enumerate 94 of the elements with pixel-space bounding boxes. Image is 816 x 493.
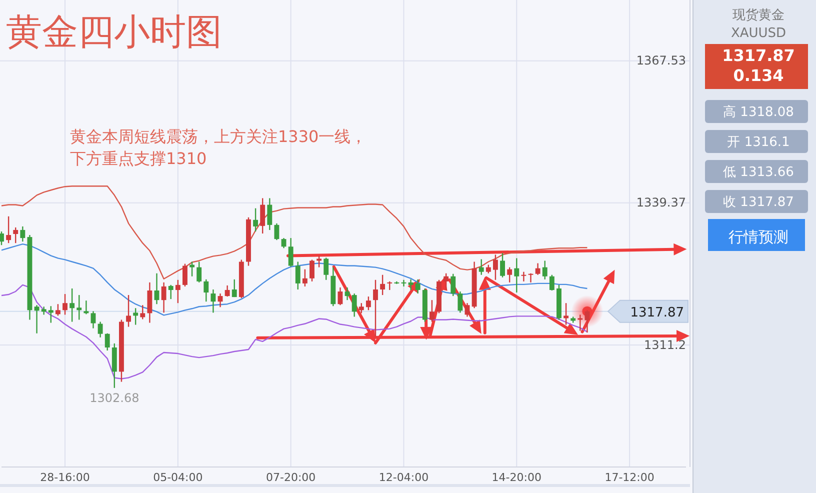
candlestick [295, 261, 300, 290]
candlestick [366, 296, 371, 311]
text: 低 1313.66 [723, 165, 794, 180]
candlestick [182, 263, 188, 288]
forecast-button: 行情预测 [708, 219, 805, 251]
x-tick-label: 05-04:00 [153, 470, 203, 484]
candlestick [578, 314, 583, 332]
text: 1317.87 [722, 46, 795, 65]
candlestick [260, 198, 266, 234]
text: 0.134 [733, 66, 784, 85]
candlestick [450, 273, 456, 297]
candlestick [464, 302, 470, 318]
candlestick [521, 271, 526, 282]
candlestick [70, 288, 75, 322]
text: 高 1318.08 [723, 104, 794, 120]
candlestick [507, 266, 512, 284]
candlestick [13, 226, 18, 244]
candlestick [352, 292, 357, 318]
candlestick [161, 282, 166, 314]
candlestick [210, 288, 216, 314]
chart-title: 黄金四小时图 [6, 12, 222, 53]
candlestick [204, 278, 209, 302]
candlestick [232, 278, 237, 298]
candlestick [444, 272, 449, 291]
candlestick [500, 252, 505, 278]
candlestick [324, 257, 329, 280]
candlestick [338, 286, 343, 306]
candlestick [140, 304, 146, 320]
candlestick [380, 274, 386, 296]
y-tick-label: 1367.53 [636, 54, 686, 68]
candlestick [358, 302, 364, 314]
line-series [0, 284, 588, 380]
candlestick [542, 260, 548, 280]
candlestick [528, 272, 534, 284]
candlestick [6, 216, 12, 244]
text: 收 1317.87 [723, 195, 794, 210]
candlestick [514, 258, 520, 294]
annotation: 下方重点支撑1310 [70, 149, 207, 168]
candlestick [104, 332, 110, 352]
candlestick [267, 198, 272, 231]
candlestick [126, 294, 131, 328]
x-tick-label: 12-04:00 [378, 470, 429, 484]
candlestick [564, 302, 569, 326]
candlestick [344, 286, 350, 301]
candlestick [175, 279, 180, 304]
candlestick [584, 310, 590, 334]
candlestick [458, 290, 463, 314]
candlestick [20, 226, 26, 242]
annotation: 1302.68 [90, 390, 140, 405]
candlestick [415, 278, 420, 294]
candlestick [98, 321, 103, 338]
candlestick [168, 284, 174, 300]
text: 现货黄金 [732, 8, 784, 23]
candlestick [281, 237, 286, 249]
annotation: 黄金本周短线震荡，上方关注1330一线， [70, 127, 367, 146]
candlestick [429, 299, 434, 322]
candlestick [190, 261, 194, 277]
candlestick [196, 261, 202, 284]
candlestick [535, 262, 540, 276]
candlestick [274, 222, 280, 241]
candlestick [48, 306, 54, 324]
candlestick [76, 294, 82, 320]
candlestick [316, 255, 322, 268]
candlestick [478, 258, 484, 276]
candlestick [154, 272, 160, 305]
text: XAUUSD [730, 26, 786, 41]
x-tick-label: 28-16:00 [40, 470, 90, 484]
candlestick [34, 304, 40, 334]
text: 开 1316.1 [727, 135, 790, 150]
candlestick [401, 279, 406, 288]
candlestick [253, 208, 258, 232]
x-tick-label: 14-20:00 [492, 470, 542, 484]
candlestick [493, 254, 498, 280]
candlestick [0, 230, 4, 246]
candlestick [133, 308, 138, 326]
line-series [0, 243, 588, 316]
ref-line-label: 1317.87 [630, 305, 684, 320]
candlestick [288, 237, 294, 268]
candlestick [408, 278, 414, 291]
candlestick [224, 284, 230, 298]
y-tick-label: 1339.37 [636, 196, 686, 210]
candlestick [147, 282, 152, 324]
y-tick-label: 1311.2 [644, 338, 686, 352]
candlestick [373, 279, 378, 337]
candlestick [310, 259, 314, 282]
candlestick [84, 300, 89, 315]
candlestick [55, 304, 60, 316]
candlestick [302, 268, 308, 288]
candlestick [62, 293, 68, 316]
x-tick-label: 17-12:00 [604, 470, 654, 484]
x-tick-label: 07-20:00 [266, 470, 316, 484]
candlestick [90, 310, 96, 329]
candlestick [549, 274, 554, 292]
candlestick [218, 292, 223, 308]
